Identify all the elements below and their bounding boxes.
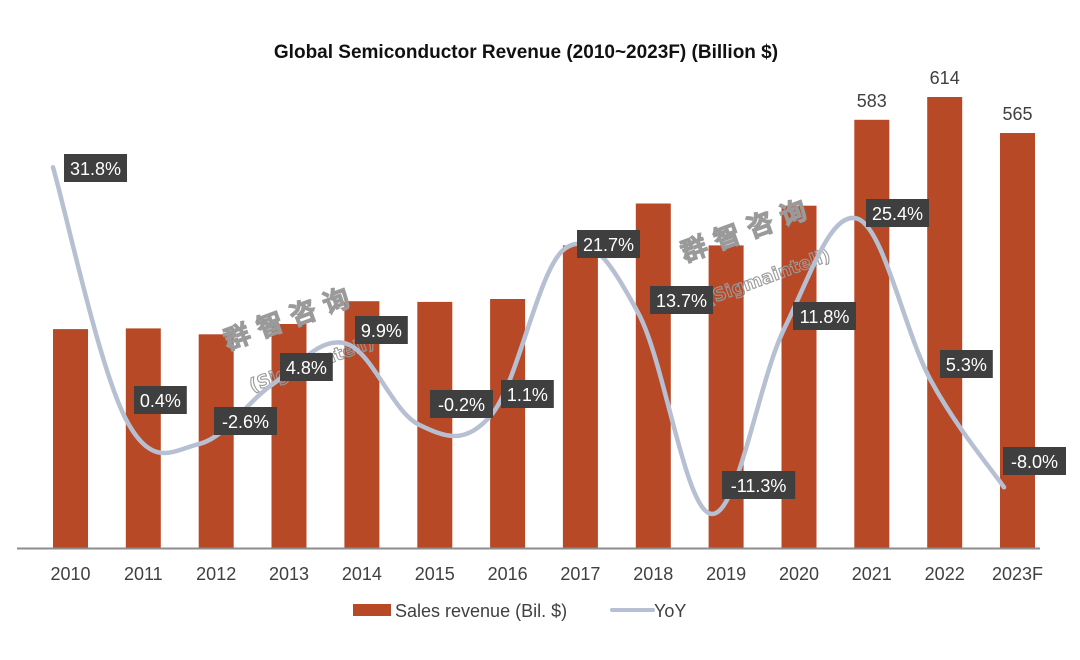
yoy-label-box [1003,447,1066,475]
x-tick-2011: 2011 [124,564,163,584]
bar-2017 [562,245,598,548]
bar-value-label-2021: 583 [857,91,887,111]
yoy-label-box [134,386,187,414]
bar-value-label-2023F: 565 [1002,104,1032,124]
bar-2018 [635,203,671,548]
x-tick-2019: 2019 [706,564,746,584]
yoy-label-text: 5.3% [946,355,987,375]
yoy-label-text: 4.8% [286,358,327,378]
yoy-label-2018: 13.7% [650,286,713,314]
yoy-label-2011: 0.4% [134,386,187,414]
yoy-label-2017: 21.7% [577,230,640,258]
bar-2021 [854,119,890,549]
yoy-label-text: 25.4% [872,204,923,224]
bar-2010 [53,329,88,548]
yoy-label-2012: -2.6% [214,407,277,435]
yoy-label-box [940,350,993,378]
yoy-label-2013: 4.8% [280,353,333,381]
yoy-label-text: -0.2% [438,395,485,415]
yoy-label-2010: 31.8% [64,154,127,182]
x-tick-2012: 2012 [196,564,236,584]
bar-2016 [490,299,526,548]
x-tick-2013: 2013 [269,564,309,584]
yoy-label-2014: 9.9% [355,316,408,344]
legend-label-sales: Sales revenue (Bil. $) [395,601,567,621]
x-tick-2022: 2022 [925,564,965,584]
x-tick-2010: 2010 [50,564,90,584]
yoy-label-2022: 5.3% [940,350,993,378]
yoy-label-box [793,302,856,330]
x-tick-2015: 2015 [415,564,455,584]
yoy-label-2016: 1.1% [501,380,554,408]
yoy-label-box [355,316,408,344]
yoy-label-text: 9.9% [361,321,402,341]
yoy-label-text: 0.4% [140,391,181,411]
yoy-label-text: -2.6% [222,412,269,432]
yoy-label-box [214,407,277,435]
yoy-label-text: -11.3% [731,476,787,496]
x-tick-2016: 2016 [488,564,528,584]
x-tick-2017: 2017 [560,564,600,584]
legend: Sales revenue (Bil. $) YoY [353,601,686,621]
yoy-label-text: 13.7% [656,291,707,311]
yoy-label-text: -8.0% [1011,452,1058,472]
yoy-label-box [501,380,554,408]
x-tick-2021: 2021 [852,564,892,584]
yoy-label-box [866,199,929,227]
yoy-label-2019: -11.3% [722,471,796,499]
bar-2023F [1000,133,1035,548]
yoy-label-box [280,353,333,381]
chart-title: Global Semiconductor Revenue (2010~2023F… [274,42,778,63]
bar-series [53,97,1035,549]
yoy-label-2023F: -8.0% [1003,447,1066,475]
yoy-label-box [722,471,796,499]
yoy-label-text: 1.1% [507,385,548,405]
yoy-label-text: 21.7% [583,235,634,255]
yoy-label-2015: -0.2% [430,390,493,418]
bar-2011 [125,328,161,548]
yoy-label-box [430,390,493,418]
yoy-label-text: 11.8% [800,307,850,327]
bar-value-label-2022: 614 [930,68,960,88]
x-tick-2023F: 2023F [992,564,1043,584]
yoy-label-box [64,154,127,182]
x-tick-2018: 2018 [633,564,673,584]
yoy-series [50,165,1007,517]
yoy-label-2020: 11.8% [793,302,856,330]
yoy-labels: 31.8% 0.4% -2.6% 4.8% 9.9% -0.2% 1.1% 21.7% 13.7… [64,154,1066,499]
x-axis-ticks: 2010 2011 2012 2013 2014 2015 2016 2017 2018 2019… [50,564,1043,584]
x-tick-2014: 2014 [342,564,382,584]
yoy-label-text: 31.8% [70,159,121,179]
yoy-line [50,165,1007,517]
x-tick-2020: 2020 [779,564,819,584]
yoy-label-box [577,230,640,258]
legend-label-yoy: YoY [654,601,686,621]
yoy-label-2021: 25.4% [866,199,929,227]
bar-value-labels: 583 614 565 [857,68,1033,124]
legend-bar-swatch [353,604,391,616]
bar-2022 [927,97,963,548]
yoy-label-box [650,286,713,314]
